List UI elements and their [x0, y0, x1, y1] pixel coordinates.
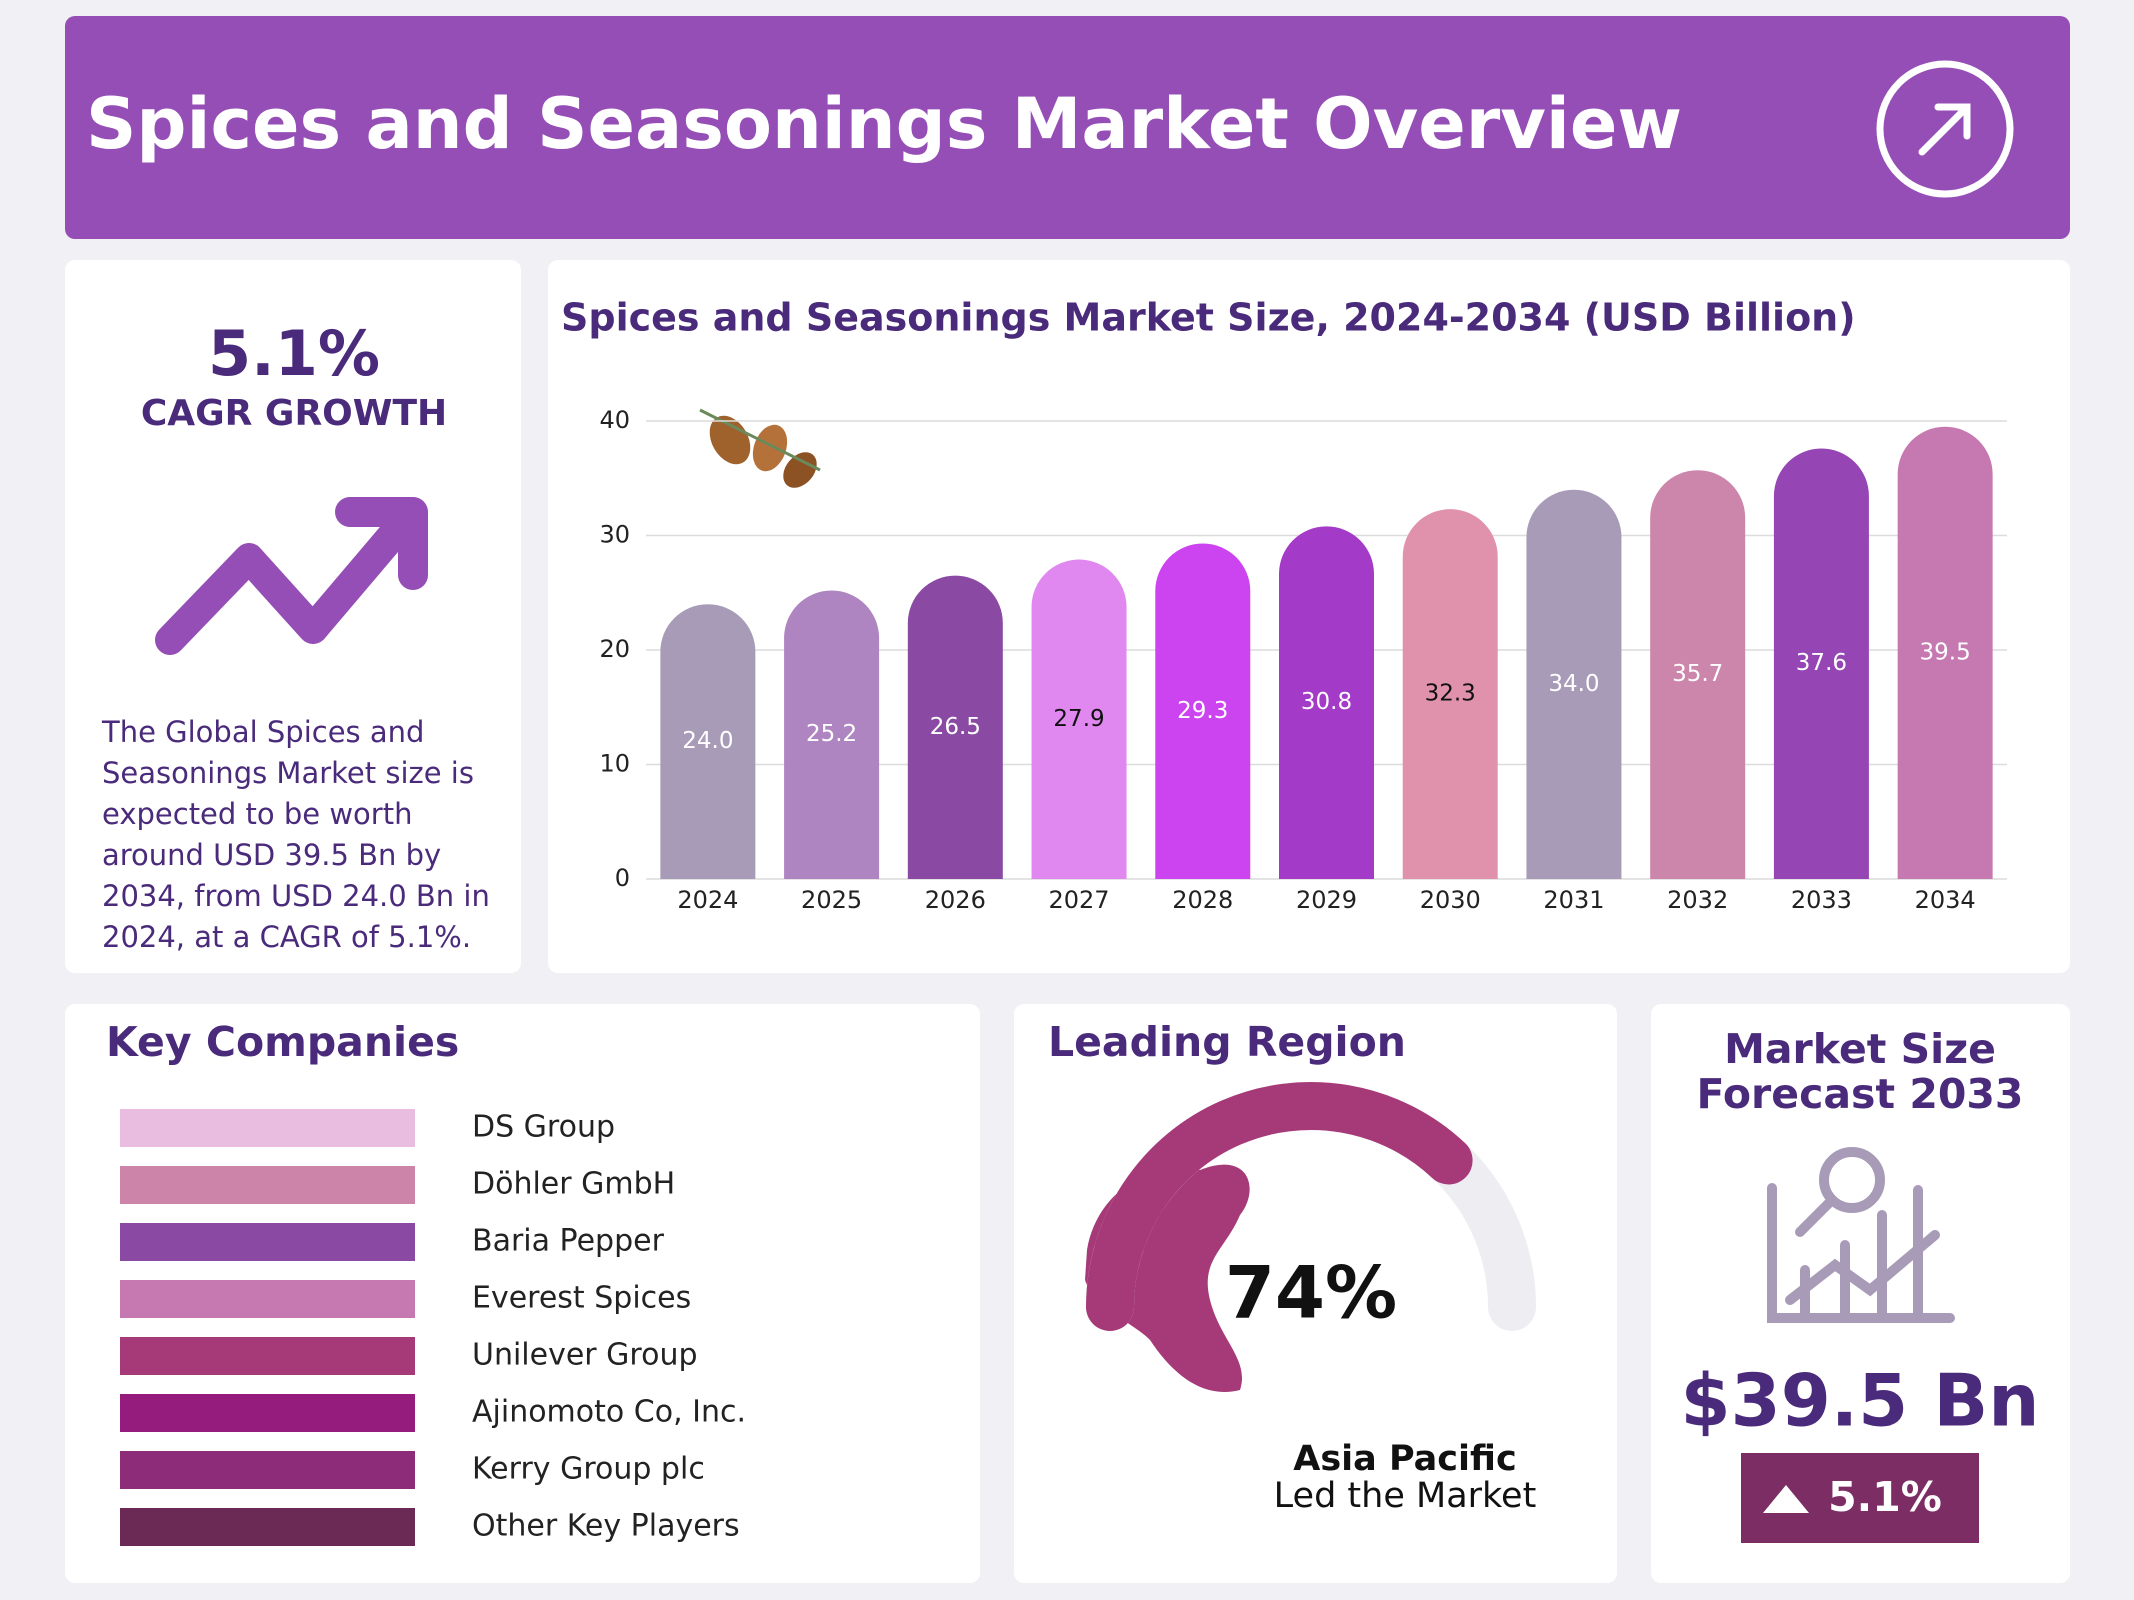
companies-title: Key Companies — [106, 1018, 459, 1066]
cagr-label: CAGR GROWTH — [141, 393, 447, 434]
bar — [1526, 489, 1622, 879]
company-swatch — [120, 1337, 415, 1375]
y-tick-label: 10 — [599, 750, 630, 778]
x-tick-label: 2026 — [925, 886, 986, 914]
header-bar — [65, 16, 2070, 239]
forecast-panel — [1651, 1004, 2070, 1583]
x-tick-label: 2034 — [1915, 886, 1976, 914]
value-label: 25.2 — [806, 721, 857, 747]
value-label: 26.5 — [930, 714, 981, 740]
company-name: Other Key Players — [472, 1509, 740, 1544]
y-tick-label: 20 — [599, 635, 630, 663]
company-swatch — [120, 1166, 415, 1204]
x-tick-label: 2028 — [1172, 886, 1233, 914]
company-name: Everest Spices — [472, 1281, 691, 1316]
region-caption: Led the Market — [1274, 1476, 1537, 1516]
growth-arrow — [1763, 1485, 1809, 1513]
region-title: Leading Region — [1048, 1018, 1406, 1066]
x-tick-label: 2032 — [1667, 886, 1728, 914]
bar — [1650, 470, 1746, 879]
x-tick-label: 2025 — [801, 886, 862, 914]
value-label: 24.0 — [682, 728, 733, 754]
company-swatch — [120, 1223, 415, 1261]
cagr-value: 5.1% — [208, 317, 380, 390]
forecast-title: Forecast 2033 — [1697, 1070, 2024, 1118]
x-tick-label: 2029 — [1296, 886, 1357, 914]
value-label: 29.3 — [1177, 698, 1228, 724]
gauge-value — [1086, 1082, 1473, 1331]
value-label: 37.6 — [1796, 650, 1847, 676]
company-swatch — [120, 1394, 415, 1432]
x-tick-label: 2027 — [1049, 886, 1110, 914]
value-label: 27.9 — [1053, 706, 1104, 732]
bar — [1279, 526, 1374, 879]
company-name: Ajinomoto Co, Inc. — [472, 1395, 746, 1430]
x-tick-label: 2030 — [1420, 886, 1481, 914]
bar — [784, 590, 880, 879]
bar — [1773, 448, 1869, 879]
x-tick-label: 2031 — [1543, 886, 1604, 914]
value-label: 39.5 — [1920, 639, 1971, 665]
company-swatch — [120, 1451, 415, 1489]
bar — [660, 604, 756, 879]
y-tick-label: 30 — [599, 521, 630, 549]
company-name: Kerry Group plc — [472, 1452, 705, 1487]
value-label: 32.3 — [1425, 681, 1476, 707]
cagr-description: The Global Spices and Seasonings Market … — [102, 715, 490, 954]
company-swatch — [120, 1280, 415, 1318]
trend-icon — [155, 497, 428, 655]
spice-decoration — [699, 408, 821, 488]
bar — [1155, 543, 1251, 879]
company-swatch — [120, 1508, 415, 1546]
company-name: Unilever Group — [472, 1338, 698, 1373]
header-title: Spices and Seasonings Market Overview — [86, 83, 1682, 165]
chart-title: Spices and Seasonings Market Size, 2024-… — [561, 296, 1856, 340]
value-label: 35.7 — [1672, 661, 1723, 687]
value-label: 30.8 — [1301, 689, 1352, 715]
company-name: Döhler GmbH — [472, 1167, 675, 1202]
company-swatch — [120, 1109, 415, 1147]
bar — [1031, 559, 1127, 879]
gauge-label: 74% — [1225, 1251, 1397, 1335]
x-tick-label: 2024 — [677, 886, 738, 914]
bar — [907, 575, 1003, 879]
bar — [1897, 426, 1993, 879]
y-tick-label: 40 — [599, 406, 630, 434]
growth-value: 5.1% — [1828, 1473, 1942, 1521]
forecast-icon — [1767, 1147, 1955, 1323]
bar — [1402, 509, 1498, 879]
company-name: Baria Pepper — [472, 1224, 665, 1259]
companies-panel — [65, 1004, 980, 1583]
value-label: 34.0 — [1548, 671, 1599, 697]
header-icon[interactable] — [1876, 60, 2014, 198]
y-tick-label: 0 — [615, 864, 630, 892]
forecast-title: Market Size — [1724, 1025, 1996, 1073]
x-tick-label: 2033 — [1791, 886, 1852, 914]
forecast-value: $39.5 Bn — [1681, 1359, 2040, 1443]
region-name: Asia Pacific — [1293, 1439, 1516, 1479]
company-name: DS Group — [472, 1110, 615, 1145]
